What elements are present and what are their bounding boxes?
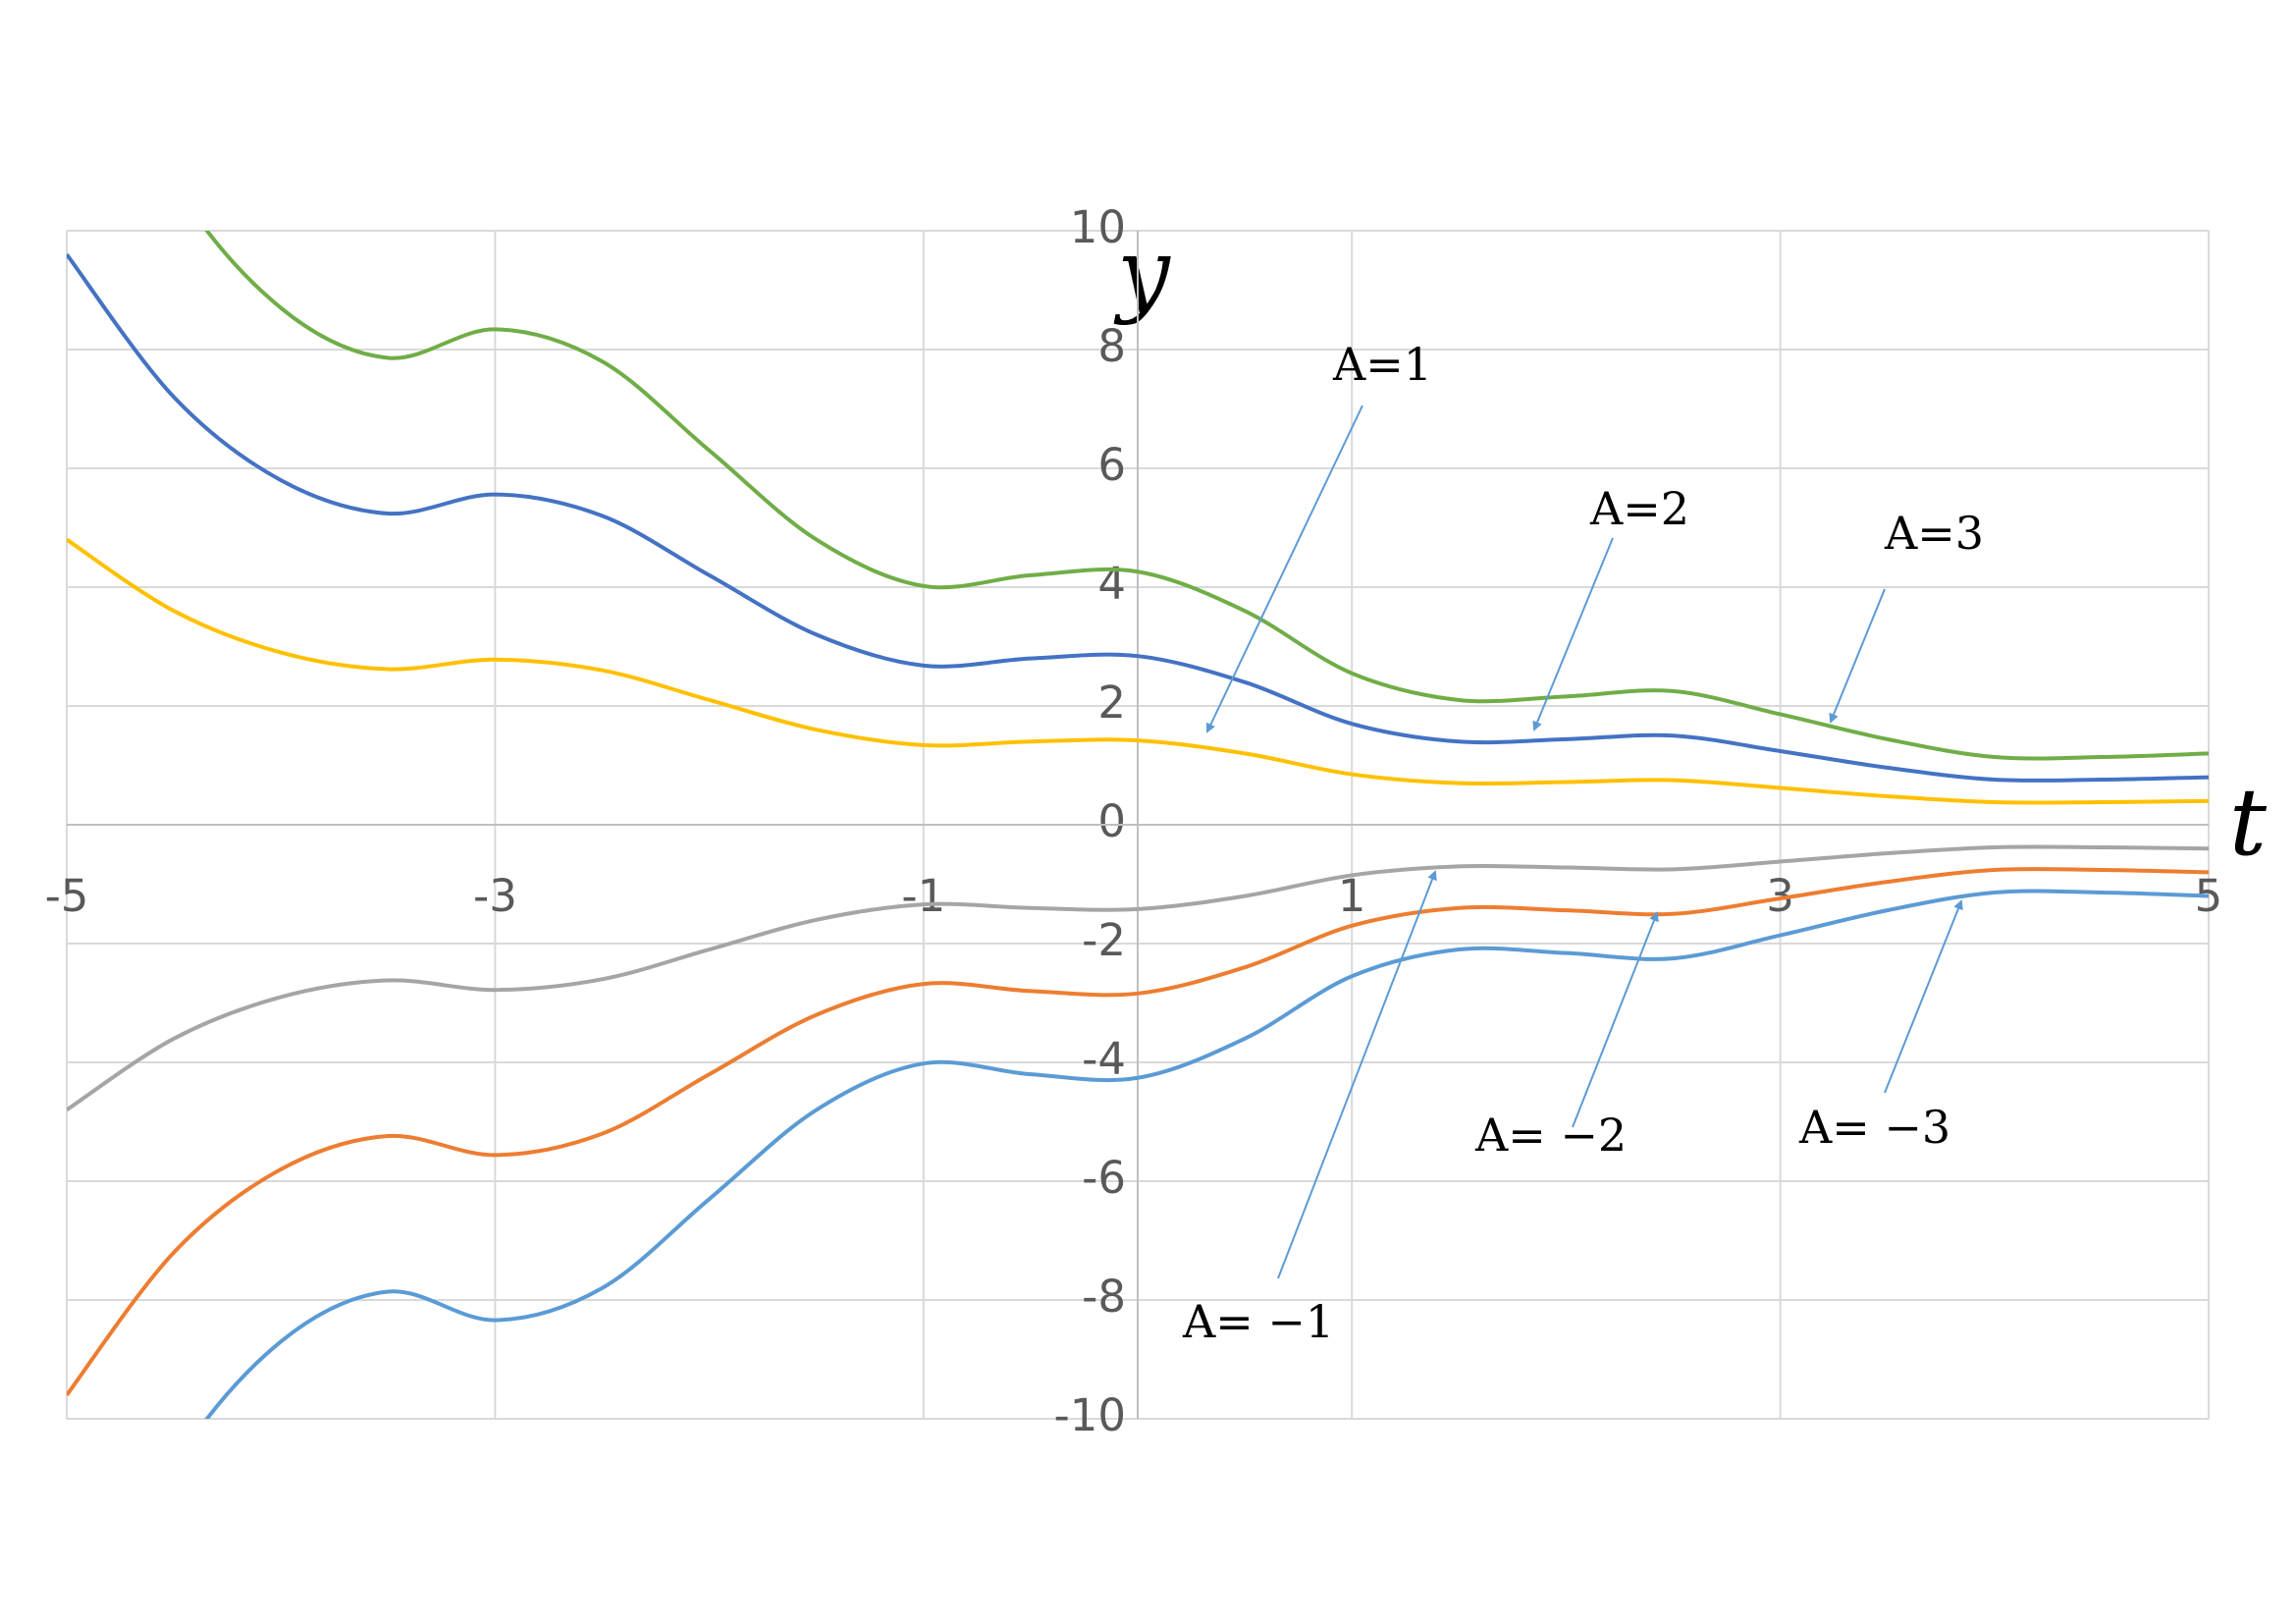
annotation: A= −2 [1474,1109,1627,1162]
data-line [67,537,2209,805]
y-tick-label: 2 [1097,677,1126,729]
data-line [67,866,2209,1397]
data-line [204,889,2209,1419]
annotation-arrow [1277,870,1437,1279]
annotation-arrow [1829,588,1886,724]
y-tick-label: -2 [1082,914,1126,966]
y-tick-label: -10 [1054,1389,1127,1441]
y-tick-label: -4 [1082,1033,1126,1085]
data-line [67,844,2209,1112]
annotation: A=3 [1884,507,1984,560]
y-tick-label: 8 [1097,320,1126,372]
y-tick-label: 6 [1097,439,1126,491]
annotation: A=1 [1332,338,1432,391]
x-tick-label: -5 [45,870,89,922]
annotation: A= −1 [1182,1295,1334,1348]
annotation: A=2 [1589,482,1689,535]
y-tick-label: 4 [1097,558,1126,610]
x-tick-label: -3 [473,870,517,922]
y-tick-label: 10 [1070,201,1126,253]
data-line [67,252,2209,784]
annotation-arrow [1205,405,1363,733]
data-line [204,231,2209,761]
y-axis-label: y [1113,219,1171,327]
annotation-arrow [1884,899,1963,1094]
lines [67,231,2209,1419]
y-tick-label: -6 [1082,1152,1126,1204]
y-tick-label: 0 [1097,795,1126,847]
x-tick-label: -1 [901,870,945,922]
annotation: A= −3 [1798,1101,1950,1154]
annotation-arrow [1532,537,1614,731]
y-tick-label: -8 [1082,1271,1126,1323]
annotation-arrow [1572,911,1659,1128]
x-axis-label: t [2229,769,2268,877]
